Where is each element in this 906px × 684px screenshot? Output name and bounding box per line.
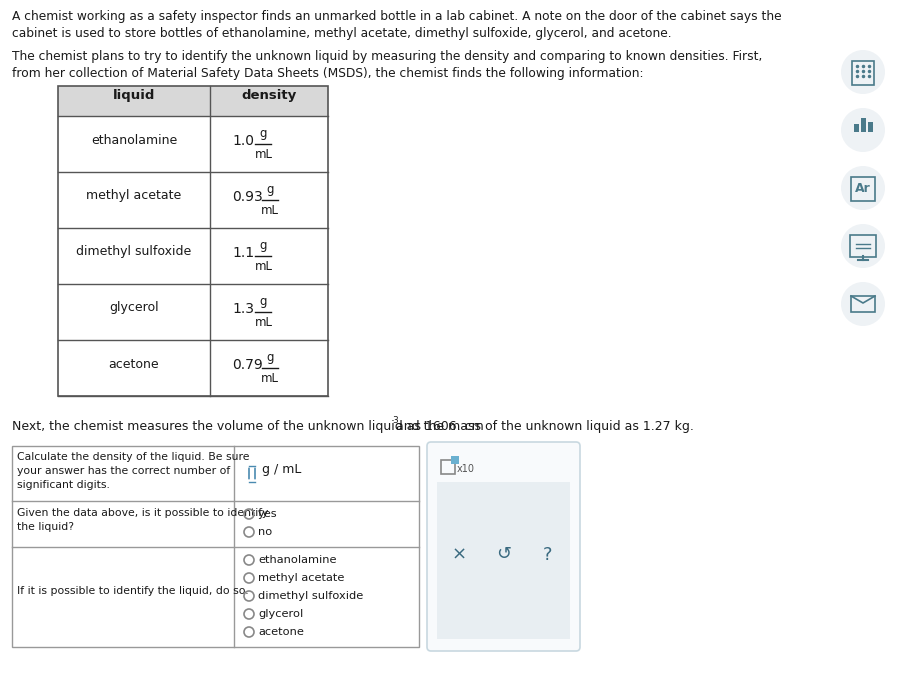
Bar: [58, 86, 328, 396]
Text: 0.93: 0.93: [232, 190, 263, 204]
Circle shape: [841, 108, 885, 152]
Text: acetone: acetone: [109, 358, 159, 371]
Text: Next, the chemist measures the volume of the unknown liquid as 1606. cm: Next, the chemist measures the volume of…: [12, 420, 484, 433]
Text: methyl acetate: methyl acetate: [258, 573, 344, 583]
Text: mL: mL: [255, 259, 273, 272]
Text: ×: ×: [451, 546, 467, 564]
Text: g: g: [260, 239, 267, 252]
Text: g: g: [260, 127, 267, 140]
Text: mL: mL: [261, 204, 279, 217]
Text: and the mass of the unknown liquid as 1.27 kg.: and the mass of the unknown liquid as 1.…: [392, 420, 694, 433]
Text: 1.0: 1.0: [232, 134, 254, 148]
Text: no: no: [258, 527, 272, 537]
Circle shape: [841, 282, 885, 326]
Text: mL: mL: [261, 371, 279, 384]
Text: Ar: Ar: [855, 181, 871, 194]
Text: density: density: [241, 90, 296, 103]
Text: If it is possible to identify the liquid, do so.: If it is possible to identify the liquid…: [17, 586, 248, 596]
Text: g: g: [266, 352, 274, 365]
Bar: [12, 446, 419, 647]
Bar: [437, 482, 570, 639]
Text: yes: yes: [258, 509, 277, 519]
Circle shape: [841, 224, 885, 268]
Text: methyl acetate: methyl acetate: [86, 189, 181, 202]
Text: 0.79: 0.79: [232, 358, 263, 372]
Text: Given the data above, is it possible to identify
the liquid?: Given the data above, is it possible to …: [17, 508, 268, 532]
Text: A chemist working as a safety inspector finds an unmarked bottle in a lab cabine: A chemist working as a safety inspector …: [12, 10, 782, 40]
Text: ↺: ↺: [496, 546, 511, 564]
Text: g: g: [260, 295, 267, 308]
Text: g: g: [266, 183, 274, 196]
Text: The chemist plans to try to identify the unknown liquid by measuring the density: The chemist plans to try to identify the…: [12, 50, 762, 80]
Text: mL: mL: [255, 148, 273, 161]
Text: acetone: acetone: [258, 627, 304, 637]
Circle shape: [841, 166, 885, 210]
Text: glycerol: glycerol: [258, 609, 304, 619]
Bar: [441, 460, 455, 474]
Text: glycerol: glycerol: [110, 302, 159, 315]
Text: ethanolamine: ethanolamine: [91, 133, 178, 146]
Text: ?: ?: [543, 546, 553, 564]
Text: 1.3: 1.3: [232, 302, 254, 316]
Bar: [861, 118, 866, 132]
Text: dimethyl sulfoxide: dimethyl sulfoxide: [76, 246, 192, 259]
Bar: [451, 456, 459, 464]
Text: x10: x10: [457, 464, 475, 474]
Text: mL: mL: [255, 315, 273, 328]
FancyBboxPatch shape: [427, 442, 580, 651]
Text: dimethyl sulfoxide: dimethyl sulfoxide: [258, 591, 363, 601]
Text: g / mL: g / mL: [262, 463, 302, 476]
Bar: [868, 122, 873, 132]
Bar: [854, 124, 859, 132]
Text: 3: 3: [392, 416, 398, 425]
Circle shape: [841, 50, 885, 94]
Bar: [58, 86, 328, 116]
Text: 1.1: 1.1: [232, 246, 254, 260]
Text: Calculate the density of the liquid. Be sure
your answer has the correct number : Calculate the density of the liquid. Be …: [17, 452, 249, 490]
Text: liquid: liquid: [113, 90, 155, 103]
Bar: [851, 296, 875, 312]
Text: ethanolamine: ethanolamine: [258, 555, 336, 565]
